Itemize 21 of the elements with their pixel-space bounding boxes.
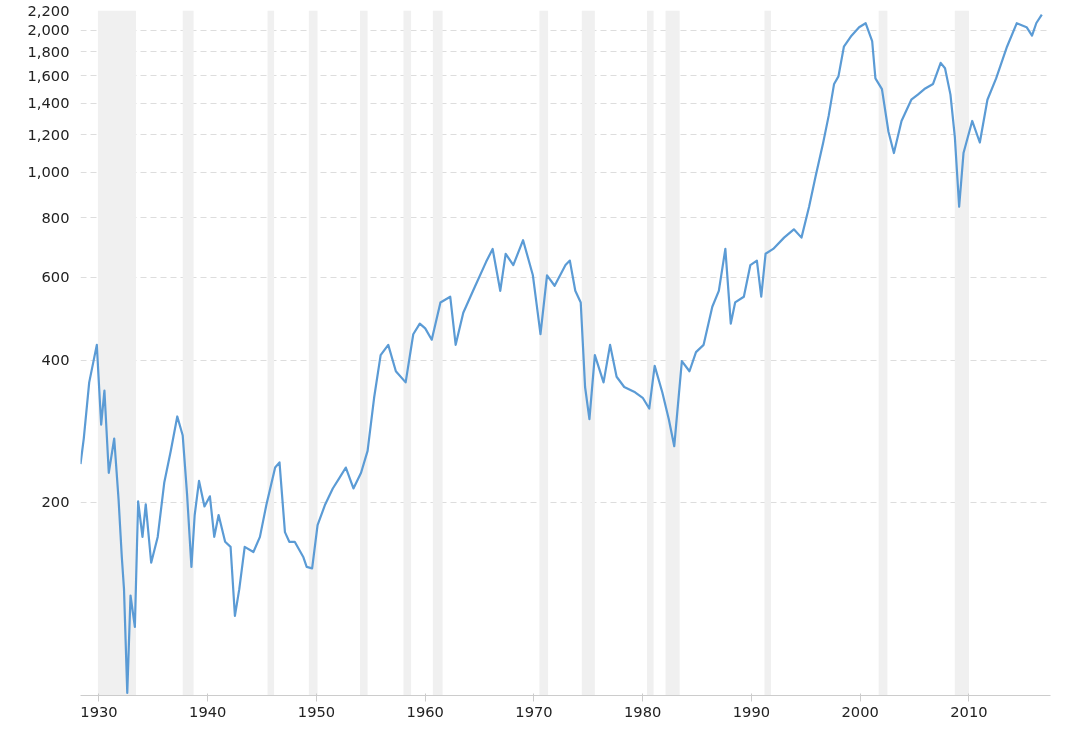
y-tick-label: 2,200 — [27, 1, 70, 19]
y-tick-label: 1,200 — [27, 125, 70, 143]
y-tick-label: 1,000 — [27, 163, 70, 181]
line-series — [80, 13, 1043, 694]
x-tick-label: 1990 — [732, 702, 771, 720]
x-tick-label: 1930 — [80, 702, 118, 720]
x-tick-label: 1960 — [406, 702, 444, 720]
y-tick-label: 800 — [41, 209, 70, 226]
y-tick-label: 1,400 — [27, 94, 70, 112]
x-tick-label: 2000 — [841, 702, 879, 720]
x-tick-label: 1940 — [189, 702, 227, 720]
y-tick-label: 1,600 — [27, 66, 70, 84]
y-tick-label: 400 — [41, 351, 70, 369]
y-tick-label: 1,800 — [27, 42, 70, 60]
x-tick-label: 2010 — [950, 702, 988, 720]
x-tick-label: 1980 — [624, 702, 662, 720]
x-tick-label: 1950 — [297, 702, 336, 720]
y-tick-label: 2,000 — [27, 21, 70, 39]
y-tick-label: 200 — [41, 493, 70, 511]
x-tick-label: 1970 — [515, 702, 553, 720]
y-tick-label: 600 — [41, 268, 70, 286]
